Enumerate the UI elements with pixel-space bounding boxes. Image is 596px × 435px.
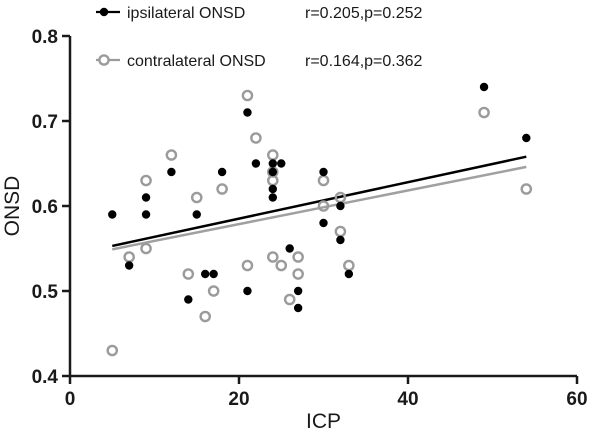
y-tick-label: 0.5 <box>32 282 59 303</box>
contralateral-point <box>266 251 279 263</box>
contralateral-point <box>520 183 533 195</box>
ipsilateral-point <box>336 235 345 245</box>
ipsilateral-point <box>243 108 252 117</box>
y-tick-label: 0.8 <box>32 27 58 48</box>
contralateral-point <box>343 259 355 272</box>
ipsilateral-point <box>124 261 134 270</box>
contralateral-point <box>140 242 152 255</box>
contralateral-point <box>334 225 347 238</box>
ipsilateral-point <box>268 167 277 177</box>
ipsilateral-point <box>251 159 261 168</box>
contralateral-point <box>106 344 119 357</box>
contralateral-point <box>241 89 254 102</box>
contralateral-point <box>140 174 152 187</box>
contralateral-point <box>182 268 195 280</box>
contralateral-point <box>317 200 330 212</box>
ipsilateral-point <box>285 244 294 253</box>
x-tick-label: 60 <box>566 389 587 410</box>
contralateral-point <box>266 149 279 161</box>
y-axis-title: ONSD <box>1 176 24 237</box>
contralateral-point <box>317 174 330 187</box>
ipsilateral-point <box>167 167 176 177</box>
x-tick-label: 20 <box>228 389 249 410</box>
legend: ipsilateral ONSD r=0.205,p=0.252 contralat… <box>96 5 423 70</box>
contralateral-stats-annotation: r=0.164,p=0.362 <box>305 53 423 70</box>
contralateral-point <box>123 251 135 263</box>
ipsilateral-point <box>522 133 531 143</box>
data-points <box>106 82 533 357</box>
ipsilateral-point <box>209 269 218 279</box>
ipsilateral-point <box>141 193 151 202</box>
ipsilateral-point <box>243 286 252 296</box>
contralateral-point <box>292 251 304 263</box>
x-axis-title: ICP <box>306 410 341 433</box>
contralateral-point <box>478 106 490 119</box>
ipsilateral-legend-label: ipsilateral ONSD <box>127 5 245 22</box>
ipsilateral-point <box>319 218 328 228</box>
axes: 0.4 0.5 0.6 0.7 0.8 0 20 40 60 ICP ONSD <box>1 27 588 433</box>
ipsilateral-point <box>268 193 277 202</box>
ipsilateral-point <box>277 159 286 168</box>
ipsilateral-fit-line <box>111 155 527 248</box>
ipsilateral-point <box>268 159 277 168</box>
contralateral-point <box>275 259 288 272</box>
ipsilateral-point <box>108 210 117 219</box>
ipsilateral-point <box>201 269 210 279</box>
y-tick-label: 0.7 <box>32 112 58 133</box>
ipsilateral-point <box>479 82 489 92</box>
contralateral-point <box>190 191 203 204</box>
ipsilateral-point <box>217 167 227 177</box>
contralateral-legend-label: contralateral ONSD <box>127 53 266 70</box>
ipsilateral-point <box>293 303 303 313</box>
ipsilateral-point <box>293 286 303 296</box>
contralateral-point <box>207 285 220 297</box>
ipsilateral-stats-annotation: r=0.205,p=0.252 <box>305 5 423 22</box>
contralateral-point <box>199 310 211 323</box>
ipsilateral-point <box>268 184 277 194</box>
contralateral-legend-marker <box>98 54 110 66</box>
contralateral-point <box>216 183 228 195</box>
contralateral-point <box>241 259 254 272</box>
ipsilateral-legend-marker <box>99 7 109 17</box>
contralateral-point <box>292 268 304 280</box>
ipsilateral-point <box>141 210 151 219</box>
y-tick-label: 0.6 <box>32 197 58 218</box>
x-tick-label: 40 <box>397 389 418 410</box>
contralateral-point <box>283 293 296 306</box>
ipsilateral-point <box>184 295 193 304</box>
contralateral-point <box>165 149 178 161</box>
contralateral-point <box>250 132 262 144</box>
y-tick-label: 0.4 <box>32 367 59 388</box>
ipsilateral-point <box>192 210 201 219</box>
ipsilateral-point <box>319 167 328 177</box>
x-tick-label: 0 <box>65 389 76 410</box>
ipsilateral-point <box>336 201 345 211</box>
ipsilateral-point <box>344 269 354 279</box>
